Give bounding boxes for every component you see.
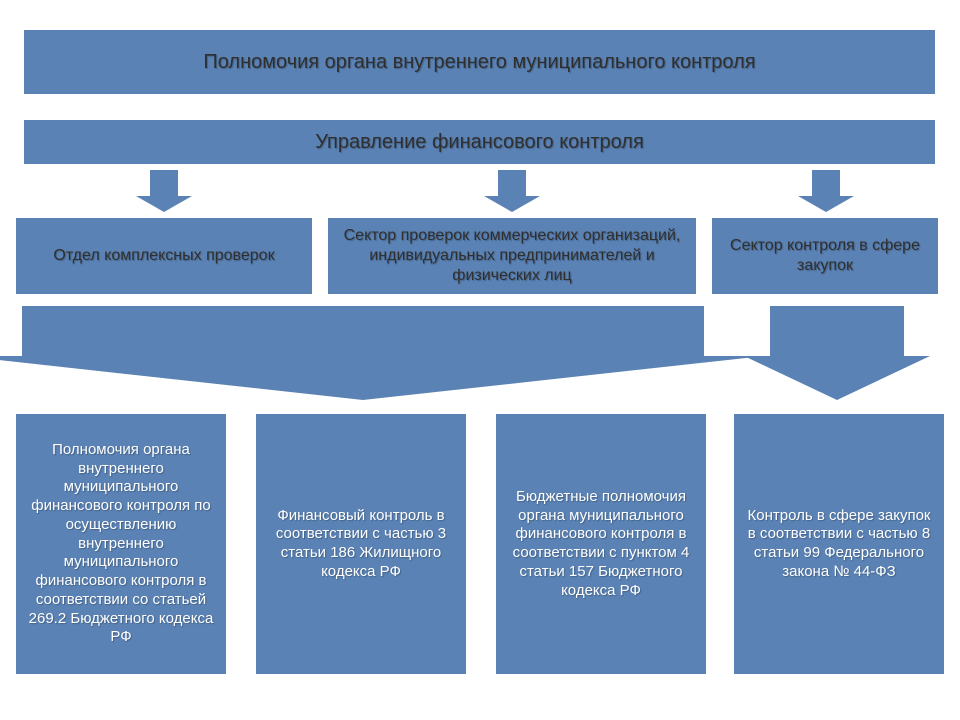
box-label-title: Полномочия органа внутреннего муниципаль…: [203, 50, 755, 75]
box-label-r3b: Сектор проверок коммерческих организаций…: [338, 226, 686, 286]
big-arrow: [0, 306, 764, 400]
box-r3c: Сектор контроля в сфере закупок: [710, 216, 940, 296]
box-subtitle: Управление финансового контроля: [22, 118, 937, 166]
mid-arrow: [744, 306, 930, 400]
box-label-r4d: Контроль в сфере закупок в соответствии …: [744, 507, 934, 582]
box-label-r4a: Полномочия органа внутреннего муниципаль…: [26, 441, 216, 647]
small-arrow-2: [798, 170, 854, 212]
box-r3a: Отдел комплексных проверок: [14, 216, 314, 296]
small-arrow-1: [484, 170, 540, 212]
box-title: Полномочия органа внутреннего муниципаль…: [22, 28, 937, 96]
box-label-r4b: Финансовый контроль в соответствии с час…: [266, 507, 456, 582]
box-label-r3c: Сектор контроля в сфере закупок: [722, 236, 928, 276]
box-label-r4c: Бюджетные полномочия органа муниципально…: [506, 488, 696, 601]
box-label-r3a: Отдел комплексных проверок: [53, 246, 274, 266]
box-label-subtitle: Управление финансового контроля: [315, 130, 644, 155]
box-r4c: Бюджетные полномочия органа муниципально…: [494, 412, 708, 676]
box-r4a: Полномочия органа внутреннего муниципаль…: [14, 412, 228, 676]
box-r4b: Финансовый контроль в соответствии с час…: [254, 412, 468, 676]
box-r4d: Контроль в сфере закупок в соответствии …: [732, 412, 946, 676]
small-arrow-0: [136, 170, 192, 212]
box-r3b: Сектор проверок коммерческих организаций…: [326, 216, 698, 296]
